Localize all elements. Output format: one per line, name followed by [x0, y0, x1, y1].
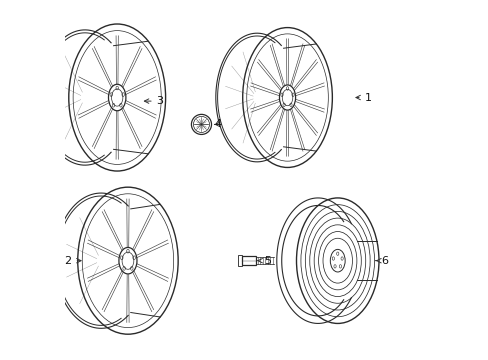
- Text: 5: 5: [258, 256, 271, 266]
- Text: 1: 1: [355, 93, 371, 103]
- Text: 2: 2: [64, 256, 81, 266]
- Text: 3: 3: [144, 96, 163, 106]
- Text: 6: 6: [375, 256, 387, 266]
- Text: 4: 4: [214, 120, 221, 129]
